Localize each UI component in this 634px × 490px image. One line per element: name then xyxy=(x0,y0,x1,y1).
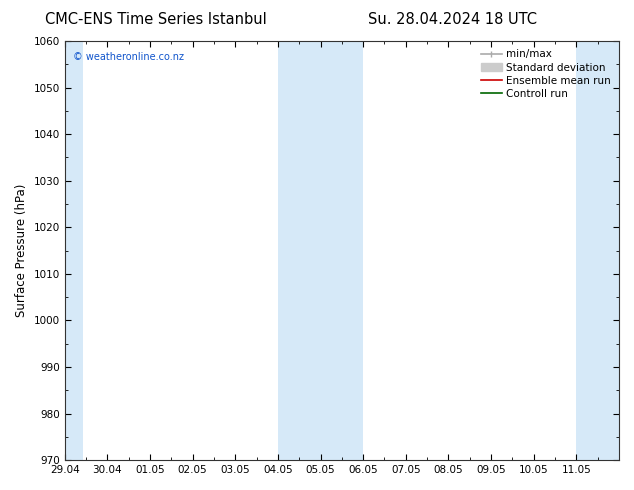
Text: © weatheronline.co.nz: © weatheronline.co.nz xyxy=(73,51,184,62)
Bar xyxy=(576,41,619,460)
Text: Su. 28.04.2024 18 UTC: Su. 28.04.2024 18 UTC xyxy=(368,12,537,27)
Text: CMC-ENS Time Series Istanbul: CMC-ENS Time Series Istanbul xyxy=(44,12,266,27)
Bar xyxy=(65,41,82,460)
Legend: min/max, Standard deviation, Ensemble mean run, Controll run: min/max, Standard deviation, Ensemble me… xyxy=(478,46,614,102)
Bar xyxy=(278,41,363,460)
Y-axis label: Surface Pressure (hPa): Surface Pressure (hPa) xyxy=(15,184,28,318)
